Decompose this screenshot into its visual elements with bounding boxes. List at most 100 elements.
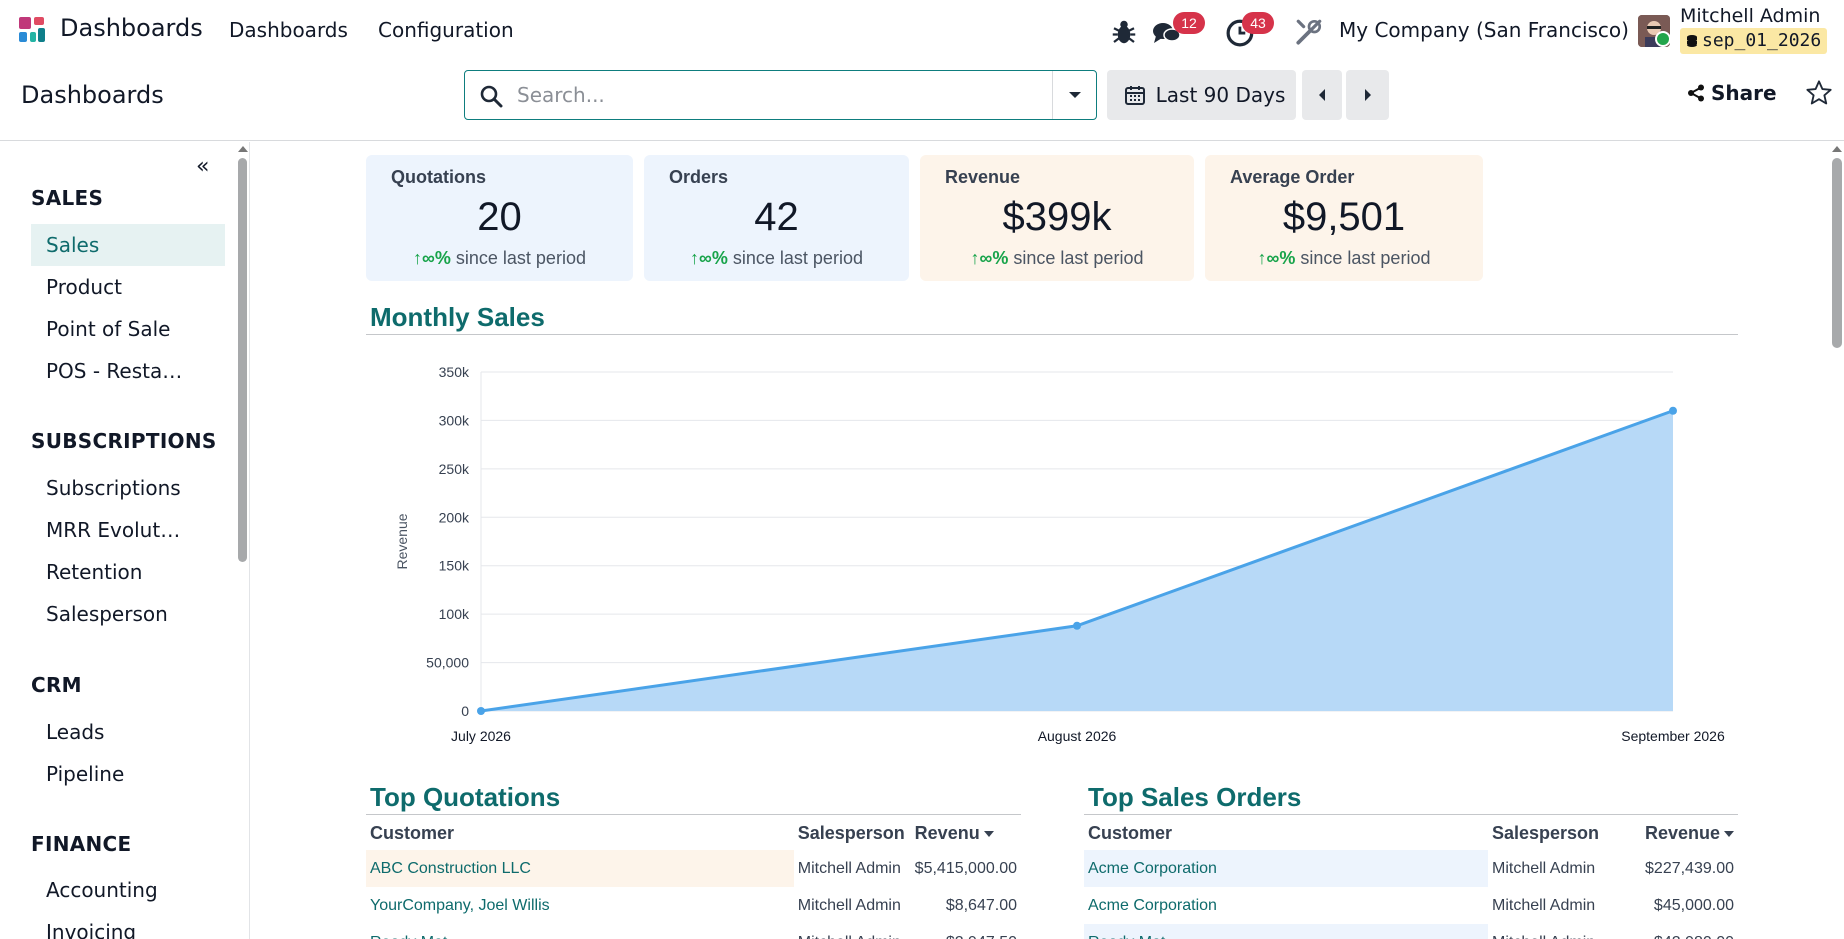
table-row[interactable]: Acme Corporation Mitchell Admin $45,000.… [1084, 887, 1738, 924]
sidebar-item-pos-restaurant[interactable]: POS - Resta… [46, 359, 183, 383]
kpi-trend-value: ∞% [1266, 248, 1296, 268]
table-row[interactable]: Ready Mat Mitchell Admin $42,980.00 [1084, 924, 1738, 939]
kpi-label: Quotations [391, 167, 486, 187]
x-tick-label: July 2026 [451, 728, 511, 744]
table-row[interactable]: YourCompany, Joel Willis Mitchell Admin … [366, 887, 1021, 924]
apps-menu-icon[interactable] [19, 17, 47, 45]
table-row[interactable]: Ready Mat Mitchell Admin $2,947.50 [366, 924, 1021, 939]
menu-configuration[interactable]: Configuration [378, 18, 514, 42]
order-customer[interactable]: Ready Mat [1084, 924, 1488, 939]
collapse-sidebar-icon[interactable]: « [196, 154, 210, 179]
monthly-sales-chart: 0 50,000 100k 150k 200k 250k 300k 350k July 2026… [394, 364, 1725, 744]
quotation-revenue: $2,947.50 [911, 924, 1021, 939]
sidebar-section-subscriptions: SUBSCRIPTIONS [31, 429, 217, 453]
kpi-value: 20 [477, 195, 522, 239]
order-salesperson: Mitchell Admin [1492, 859, 1596, 877]
company-switcher[interactable]: My Company (San Francisco) [1339, 18, 1629, 42]
kpi-trend: ↑∞% since last period [1205, 248, 1483, 269]
kpi-trend-text: since last period [1013, 248, 1144, 268]
messages-chat-icon[interactable] [1152, 18, 1182, 48]
quotation-customer[interactable]: Ready Mat [366, 924, 794, 939]
user-name[interactable]: Mitchell Admin [1680, 5, 1821, 27]
column-salesperson[interactable]: Salesperson [797, 822, 905, 843]
table-header-row: Customer Salesperson Revenu [366, 816, 1021, 850]
share-label: Share [1711, 81, 1777, 105]
y-tick-label: 100k [439, 606, 470, 622]
kpi-label: Orders [669, 167, 729, 187]
column-revenue[interactable]: Revenu [911, 816, 1021, 850]
column-revenue[interactable]: Revenue [1628, 816, 1738, 850]
sidebar-item-subscriptions[interactable]: Subscriptions [46, 476, 181, 500]
arrow-up-icon: ↑ [970, 248, 980, 268]
column-revenue-label: Revenue [1644, 822, 1720, 843]
arrow-up-icon: ↑ [690, 248, 700, 268]
top-navbar: Dashboards Dashboards Configuration 12 4… [0, 0, 1844, 61]
kpi-value: 42 [754, 195, 799, 239]
kpi-trend-text: since last period [1300, 248, 1431, 268]
sidebar-item-mrr-evolution[interactable]: MRR Evolut… [46, 518, 181, 542]
search-icon [480, 85, 503, 108]
kpi-orders[interactable]: Orders 42 ↑∞% since last period [644, 155, 909, 281]
date-filter-button[interactable]: Last 90 Days [1107, 70, 1296, 120]
y-tick-label: 150k [439, 558, 470, 574]
kpi-average-order[interactable]: Average Order $9,501 ↑∞% since last peri… [1205, 155, 1483, 281]
column-salesperson[interactable]: Salesperson [1492, 822, 1600, 843]
sidebar-scrollbar[interactable] [238, 158, 247, 562]
arrow-up-icon: ↑ [1257, 248, 1267, 268]
sidebar-item-leads[interactable]: Leads [46, 720, 105, 744]
kpi-trend-value: ∞% [699, 248, 728, 268]
column-customer[interactable]: Customer [370, 822, 455, 843]
order-customer[interactable]: Acme Corporation [1084, 850, 1488, 887]
kpi-trend-text: since last period [455, 248, 586, 268]
series-area [481, 410, 1673, 711]
quotation-salesperson: Mitchell Admin [794, 924, 911, 939]
sidebar-item-accounting[interactable]: Accounting [46, 878, 158, 902]
search-options-toggle[interactable] [1052, 71, 1097, 119]
content-scrollbar[interactable] [1832, 158, 1842, 348]
sidebar-item-sales[interactable]: Sales [31, 224, 225, 266]
order-revenue: $45,000.00 [1653, 896, 1734, 914]
y-tick-label: 300k [439, 412, 470, 428]
y-axis-label: Revenue [394, 513, 410, 569]
caret-down-icon [1069, 92, 1081, 98]
y-tick-label: 250k [439, 461, 470, 477]
x-tick-label: September 2026 [1621, 728, 1725, 744]
favorite-star-icon[interactable] [1805, 79, 1833, 107]
order-revenue: $227,439.00 [1645, 859, 1734, 877]
debug-bug-icon[interactable] [1109, 17, 1139, 47]
quotation-customer[interactable]: YourCompany, Joel Willis [370, 896, 550, 914]
share-button[interactable]: Share [1687, 81, 1777, 105]
kpi-value: $399k [1002, 195, 1112, 239]
content-scroll-up-icon[interactable] [1832, 146, 1842, 152]
database-name: sep_01_2026 [1702, 30, 1822, 51]
quotation-revenue: $5,415,000.00 [914, 859, 1017, 877]
next-period-button[interactable] [1346, 70, 1389, 120]
quotation-customer[interactable]: ABC Construction LLC [366, 850, 794, 887]
quotation-revenue: $8,647.00 [945, 896, 1017, 914]
sidebar-scroll-up-icon[interactable] [238, 146, 248, 152]
kpi-quotations[interactable]: Quotations 20 ↑∞% since last period [366, 155, 633, 281]
sidebar-item-pipeline[interactable]: Pipeline [46, 762, 125, 786]
table-header-row: Customer Salesperson Revenue [1084, 816, 1738, 850]
sidebar-item-point-of-sale[interactable]: Point of Sale [46, 317, 171, 341]
y-tick-label: 200k [439, 509, 470, 525]
column-customer[interactable]: Customer [1088, 822, 1173, 843]
sidebar-item-retention[interactable]: Retention [46, 560, 143, 584]
order-customer[interactable]: Acme Corporation [1088, 896, 1217, 914]
dashboard-sidebar: « SALES Sales Product Point of Sale POS … [0, 142, 250, 939]
table-row[interactable]: ABC Construction LLC Mitchell Admin $5,4… [366, 850, 1021, 887]
sidebar-item-salesperson[interactable]: Salesperson [46, 602, 168, 626]
settings-tools-icon[interactable] [1294, 17, 1324, 47]
search-input[interactable] [517, 79, 997, 111]
sort-desc-icon [983, 830, 994, 837]
table-row[interactable]: Acme Corporation Mitchell Admin $227,439… [1084, 850, 1738, 887]
share-icon [1688, 84, 1704, 102]
menu-dashboards[interactable]: Dashboards [229, 18, 348, 42]
sidebar-item-invoicing[interactable]: Invoicing [46, 920, 137, 939]
app-brand[interactable]: Dashboards [60, 14, 203, 42]
x-tick-label: August 2026 [1038, 728, 1117, 744]
previous-period-button[interactable] [1302, 70, 1342, 120]
kpi-revenue[interactable]: Revenue $399k ↑∞% since last period [920, 155, 1194, 281]
kpi-trend-text: since last period [732, 248, 863, 268]
sidebar-item-product[interactable]: Product [46, 275, 122, 299]
